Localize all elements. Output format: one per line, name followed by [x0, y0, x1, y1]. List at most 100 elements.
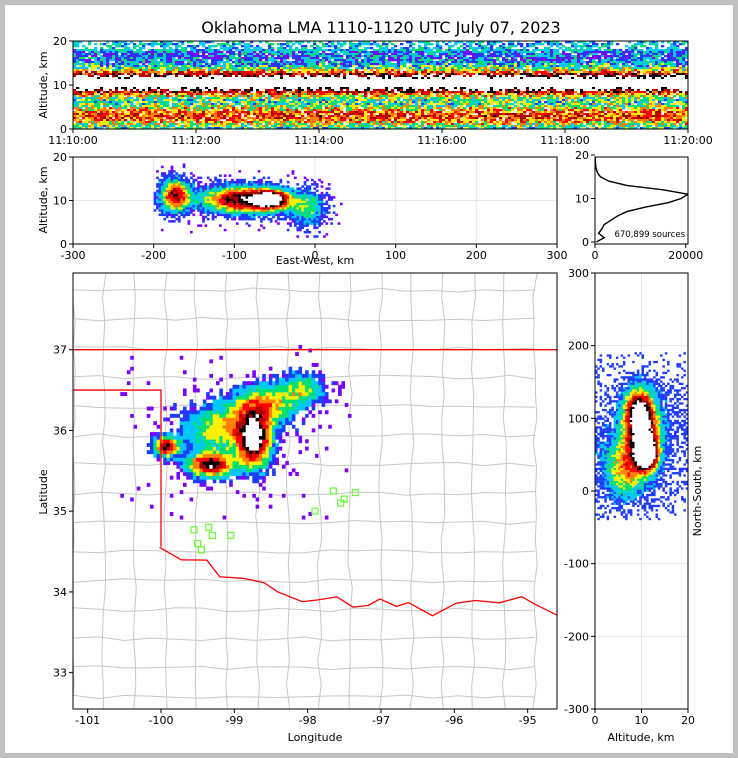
time-height-cell — [94, 121, 98, 124]
time-height-cell — [313, 89, 317, 92]
time-height-cell — [340, 111, 344, 114]
time-height-cell — [448, 125, 452, 128]
time-height-cell — [427, 119, 431, 122]
time-height-cell — [277, 119, 281, 122]
time-height-cell — [265, 119, 269, 122]
time-height-cell — [211, 123, 215, 126]
time-height-cell — [181, 61, 185, 64]
time-height-cell — [88, 81, 92, 84]
time-height-cell — [109, 125, 113, 128]
time-height-cell — [205, 67, 209, 70]
time-height-cell — [346, 127, 350, 129]
time-height-cell — [97, 67, 101, 70]
time-height-cell — [88, 53, 92, 56]
time-height-cell — [139, 67, 143, 70]
time-height-cell — [364, 109, 368, 112]
time-height-cell — [91, 99, 95, 102]
time-height-cell — [283, 99, 287, 102]
time-height-cell — [151, 75, 155, 78]
time-height-cell — [421, 53, 425, 56]
time-height-cell — [232, 91, 236, 94]
time-height-cell — [307, 61, 311, 64]
time-height-cell — [226, 63, 230, 66]
time-height-cell — [310, 61, 314, 64]
time-height-cell — [121, 115, 125, 118]
time-height-cell — [136, 115, 140, 118]
time-height-cell — [376, 63, 380, 66]
time-height-cell — [412, 69, 416, 72]
time-height-cell — [115, 119, 119, 122]
time-height-cell — [391, 127, 395, 129]
time-height-cell — [415, 73, 419, 76]
time-height-cell — [439, 89, 443, 92]
time-height-cell — [244, 123, 248, 126]
time-height-cell — [373, 79, 377, 82]
time-height-cell — [121, 95, 125, 98]
time-height-cell — [337, 41, 341, 44]
time-height-cell — [118, 59, 122, 62]
time-height-cell — [319, 63, 323, 66]
time-height-cell — [301, 53, 305, 56]
time-height-cell — [220, 117, 224, 120]
time-height-cell — [373, 77, 377, 80]
time-height-cell — [100, 65, 104, 68]
time-height-cell — [451, 101, 455, 104]
time-height-cell — [298, 65, 302, 68]
time-height-cell — [358, 49, 362, 52]
time-height-cell — [379, 83, 383, 86]
time-height-cell — [154, 51, 158, 54]
time-height-cell — [190, 81, 194, 84]
time-height-cell — [307, 89, 311, 92]
time-height-cell — [220, 95, 224, 98]
time-height-cell — [325, 101, 329, 104]
time-height-cell — [109, 65, 113, 68]
time-height-cell — [148, 49, 152, 52]
time-height-cell — [418, 69, 422, 72]
time-height-cell — [292, 125, 296, 128]
time-height-cell — [187, 123, 191, 126]
time-height-cell — [319, 97, 323, 100]
time-height-cell — [394, 65, 398, 68]
time-height-cell — [346, 69, 350, 72]
time-height-cell — [238, 99, 242, 102]
time-height-cell — [307, 101, 311, 104]
time-height-cell — [253, 69, 257, 72]
time-height-cell — [175, 83, 179, 86]
time-height-cell — [229, 125, 233, 128]
time-height-cell — [442, 103, 446, 106]
time-height-cell — [94, 73, 98, 76]
time-height-cell — [283, 115, 287, 118]
time-height-cell — [121, 75, 125, 78]
time-height-cell — [391, 79, 395, 82]
time-height-cell — [97, 113, 101, 116]
time-height-cell — [109, 53, 113, 56]
time-height-cell — [262, 49, 266, 52]
time-height-cell — [241, 69, 245, 72]
time-height-cell — [358, 83, 362, 86]
time-height-cell — [268, 47, 272, 50]
time-height-cell — [430, 99, 434, 102]
time-height-cell — [169, 43, 173, 46]
time-height-cell — [448, 113, 452, 116]
time-height-cell — [418, 109, 422, 112]
time-height-cell — [427, 57, 431, 60]
time-height-cell — [184, 85, 188, 88]
time-height-cell — [241, 63, 245, 66]
time-height-cell — [283, 49, 287, 52]
time-height-cell — [145, 75, 149, 78]
time-height-cell — [178, 101, 182, 104]
time-height-cell — [274, 109, 278, 112]
time-height-cell — [247, 127, 251, 129]
time-height-cell — [265, 51, 269, 54]
time-height-cell — [358, 97, 362, 100]
time-height-cell — [184, 107, 188, 110]
time-height-cell — [208, 101, 212, 104]
time-height-cell — [97, 61, 101, 64]
time-height-cell — [142, 119, 146, 122]
time-height-cell — [370, 117, 374, 120]
time-height-cell — [271, 95, 275, 98]
time-height-cell — [271, 85, 275, 88]
time-height-cell — [268, 59, 272, 62]
time-height-cell — [403, 119, 407, 122]
time-height-cell — [457, 57, 461, 60]
